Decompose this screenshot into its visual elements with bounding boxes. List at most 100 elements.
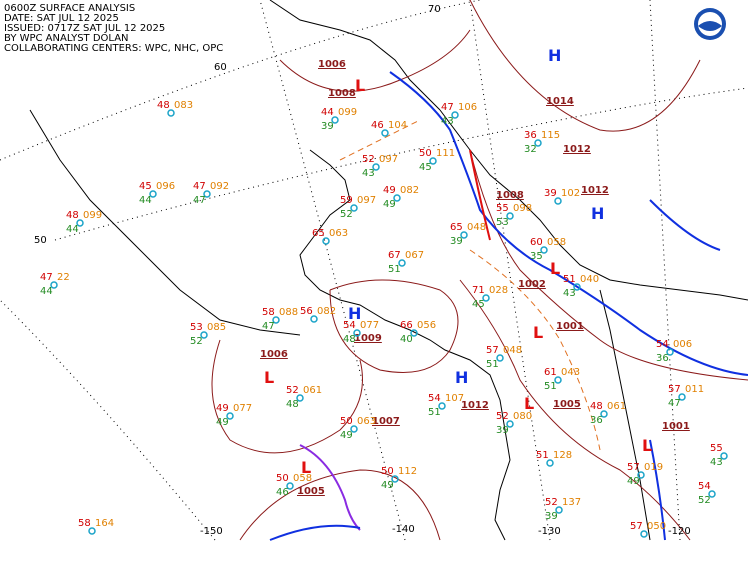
station-dewpoint: 49 <box>381 480 394 491</box>
station-temperature: 48 <box>66 210 79 221</box>
station-pressure: 092 <box>210 181 229 192</box>
station-pressure: 164 <box>95 518 114 529</box>
station-temperature: 47 <box>40 272 53 283</box>
pressure-center-symbol: L <box>301 458 311 477</box>
station-temperature: 50 <box>340 416 353 427</box>
station-dewpoint: 43 <box>441 116 454 127</box>
station-dewpoint: 47 <box>193 195 206 206</box>
station-dewpoint: 39 <box>321 121 334 132</box>
station-marker <box>322 237 330 245</box>
station-marker <box>393 194 401 202</box>
station-pressure: 077 <box>360 320 379 331</box>
isobar-label: 1008 <box>496 190 524 201</box>
header-line: 0600Z SURFACE ANALYSIS <box>4 3 135 14</box>
station-marker <box>482 294 490 302</box>
station-marker <box>708 490 716 498</box>
pressure-center-value: 1006 <box>318 59 346 70</box>
pressure-center-value: 1001 <box>556 321 584 332</box>
station-temperature: 36 <box>524 130 537 141</box>
station-pressure: 058 <box>547 237 566 248</box>
station-dewpoint: 53 <box>496 217 509 228</box>
station-marker <box>678 393 686 401</box>
station-marker <box>640 530 648 538</box>
station-temperature: 52 <box>286 385 299 396</box>
pressure-center-symbol: H <box>591 204 604 223</box>
station-marker <box>555 506 563 514</box>
station-temperature: 61 <box>544 367 557 378</box>
fronts <box>269 71 748 541</box>
station-marker <box>496 354 504 362</box>
station-dewpoint: 51 <box>428 407 441 418</box>
station-pressure: 112 <box>398 466 417 477</box>
station-dewpoint: 36 <box>656 353 669 364</box>
station-pressure: 019 <box>644 462 663 473</box>
pressure-center-symbol: L <box>642 436 652 455</box>
station-temperature: 55 <box>496 203 509 214</box>
station-marker <box>203 190 211 198</box>
station-marker <box>331 116 339 124</box>
grid-label: -120 <box>668 526 691 537</box>
station-temperature: 54 <box>343 320 356 331</box>
station-temperature: 50 <box>419 148 432 159</box>
station-dewpoint: 45 <box>472 299 485 310</box>
station-pressure: 063 <box>357 416 376 427</box>
station-temperature: 56 <box>300 306 313 317</box>
header-line: DATE: SAT JUL 12 2025 <box>4 13 119 24</box>
station-dewpoint: 51 <box>544 381 557 392</box>
coastline <box>29 0 748 541</box>
graticule <box>0 0 748 541</box>
station-pressure: 082 <box>400 185 419 196</box>
grid-label: 70 <box>428 4 441 15</box>
station-temperature: 71 <box>472 285 485 296</box>
station-marker <box>372 163 380 171</box>
station-temperature: 46 <box>371 120 384 131</box>
station-temperature: 45 <box>139 181 152 192</box>
grid-label: -150 <box>200 526 223 537</box>
station-temperature: 57 <box>668 384 681 395</box>
station-marker <box>272 316 280 324</box>
station-dewpoint: 36 <box>590 415 603 426</box>
station-marker <box>226 412 234 420</box>
station-dewpoint: 48 <box>286 399 299 410</box>
pressure-center-value: 1005 <box>553 399 581 410</box>
station-pressure: 106 <box>458 102 477 113</box>
station-pressure: 043 <box>561 367 580 378</box>
station-pressure: 028 <box>489 285 508 296</box>
station-temperature: 57 <box>630 521 643 532</box>
station-pressure: 040 <box>580 274 599 285</box>
station-dewpoint: 43 <box>362 168 375 179</box>
grid-label: 50 <box>34 235 47 246</box>
station-dewpoint: 43 <box>710 457 723 468</box>
grid-label: 60 <box>214 62 227 73</box>
station-marker <box>167 109 175 117</box>
station-temperature: 60 <box>530 237 543 248</box>
station-marker <box>540 246 548 254</box>
station-marker <box>554 197 562 205</box>
station-dewpoint: 49 <box>216 417 229 428</box>
station-dewpoint: 45 <box>419 162 432 173</box>
station-dewpoint: 44 <box>139 195 152 206</box>
noaa-logo <box>694 8 726 40</box>
station-pressure: 097 <box>357 195 376 206</box>
station-marker <box>637 471 645 479</box>
station-temperature: 51 <box>563 274 576 285</box>
station-pressure: 22 <box>57 272 70 283</box>
station-pressure: 137 <box>562 497 581 508</box>
station-temperature: 65 <box>312 228 325 239</box>
pressure-center-value: 1002 <box>518 279 546 290</box>
station-temperature: 54 <box>656 339 669 350</box>
station-dewpoint: 49 <box>627 476 640 487</box>
station-pressure: 099 <box>338 107 357 118</box>
station-dewpoint: 32 <box>524 144 537 155</box>
station-pressure: 067 <box>405 250 424 261</box>
pressure-center-value: 1009 <box>354 333 382 344</box>
pressure-center-symbol: L <box>264 368 274 387</box>
isobar-label: 1007 <box>372 416 400 427</box>
station-dewpoint: 52 <box>698 495 711 506</box>
station-temperature: 58 <box>262 307 275 318</box>
station-marker <box>296 394 304 402</box>
station-pressure: 115 <box>541 130 560 141</box>
station-temperature: 48 <box>157 100 170 111</box>
